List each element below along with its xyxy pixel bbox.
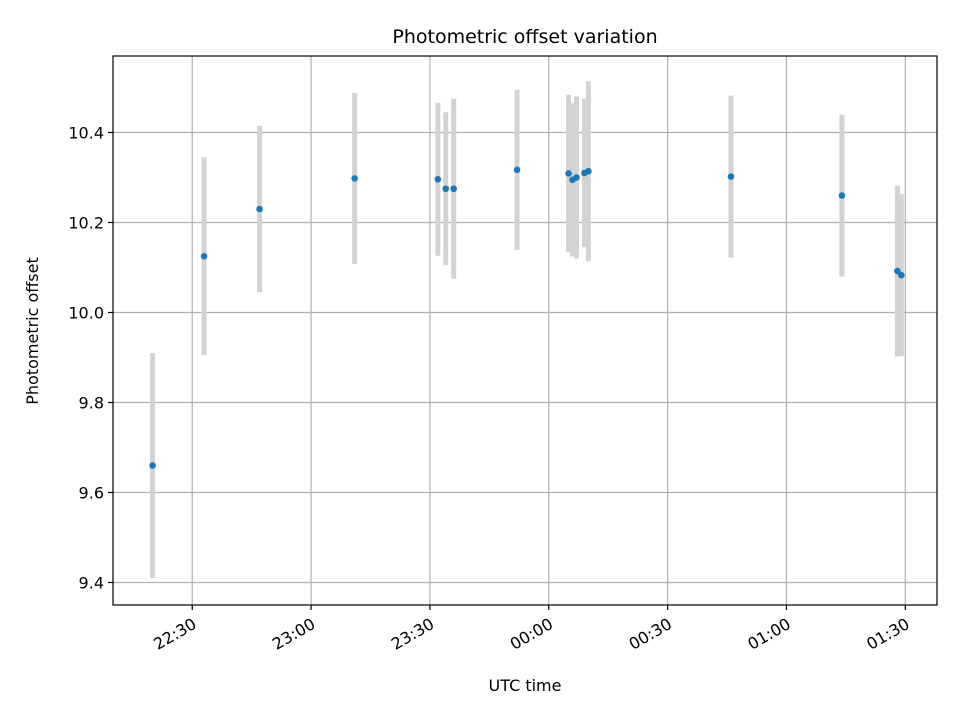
y-axis-ticks: 9.4 9.6 9.8 10.0 10.2 10.4 xyxy=(68,124,113,593)
grid xyxy=(113,56,937,605)
data-point xyxy=(894,267,901,275)
data-point xyxy=(573,174,580,181)
data-point xyxy=(256,205,263,213)
data-point xyxy=(585,167,592,175)
data-point xyxy=(727,173,735,180)
data-point xyxy=(513,166,521,174)
data-point xyxy=(200,252,208,260)
chart-title: Photometric offset variation xyxy=(392,26,657,48)
data-point xyxy=(838,192,846,199)
y-tick-label: 10.2 xyxy=(68,214,104,233)
data-point xyxy=(442,185,450,193)
data-point xyxy=(351,175,358,182)
y-tick-label: 9.6 xyxy=(79,484,104,503)
y-tick-label: 9.8 xyxy=(79,394,104,413)
x-axis-label: UTC time xyxy=(489,676,562,695)
y-tick-label: 9.4 xyxy=(79,574,104,593)
y-tick-label: 10.4 xyxy=(68,124,104,143)
data-point xyxy=(565,170,572,177)
plot-frame xyxy=(112,55,938,606)
data-point xyxy=(149,462,156,469)
y-tick-label: 10.0 xyxy=(68,304,104,323)
data-points xyxy=(149,166,905,469)
data-point xyxy=(898,271,905,279)
data-point xyxy=(450,185,457,193)
data-point xyxy=(434,176,442,183)
y-axis-label: Photometric offset xyxy=(23,257,42,405)
